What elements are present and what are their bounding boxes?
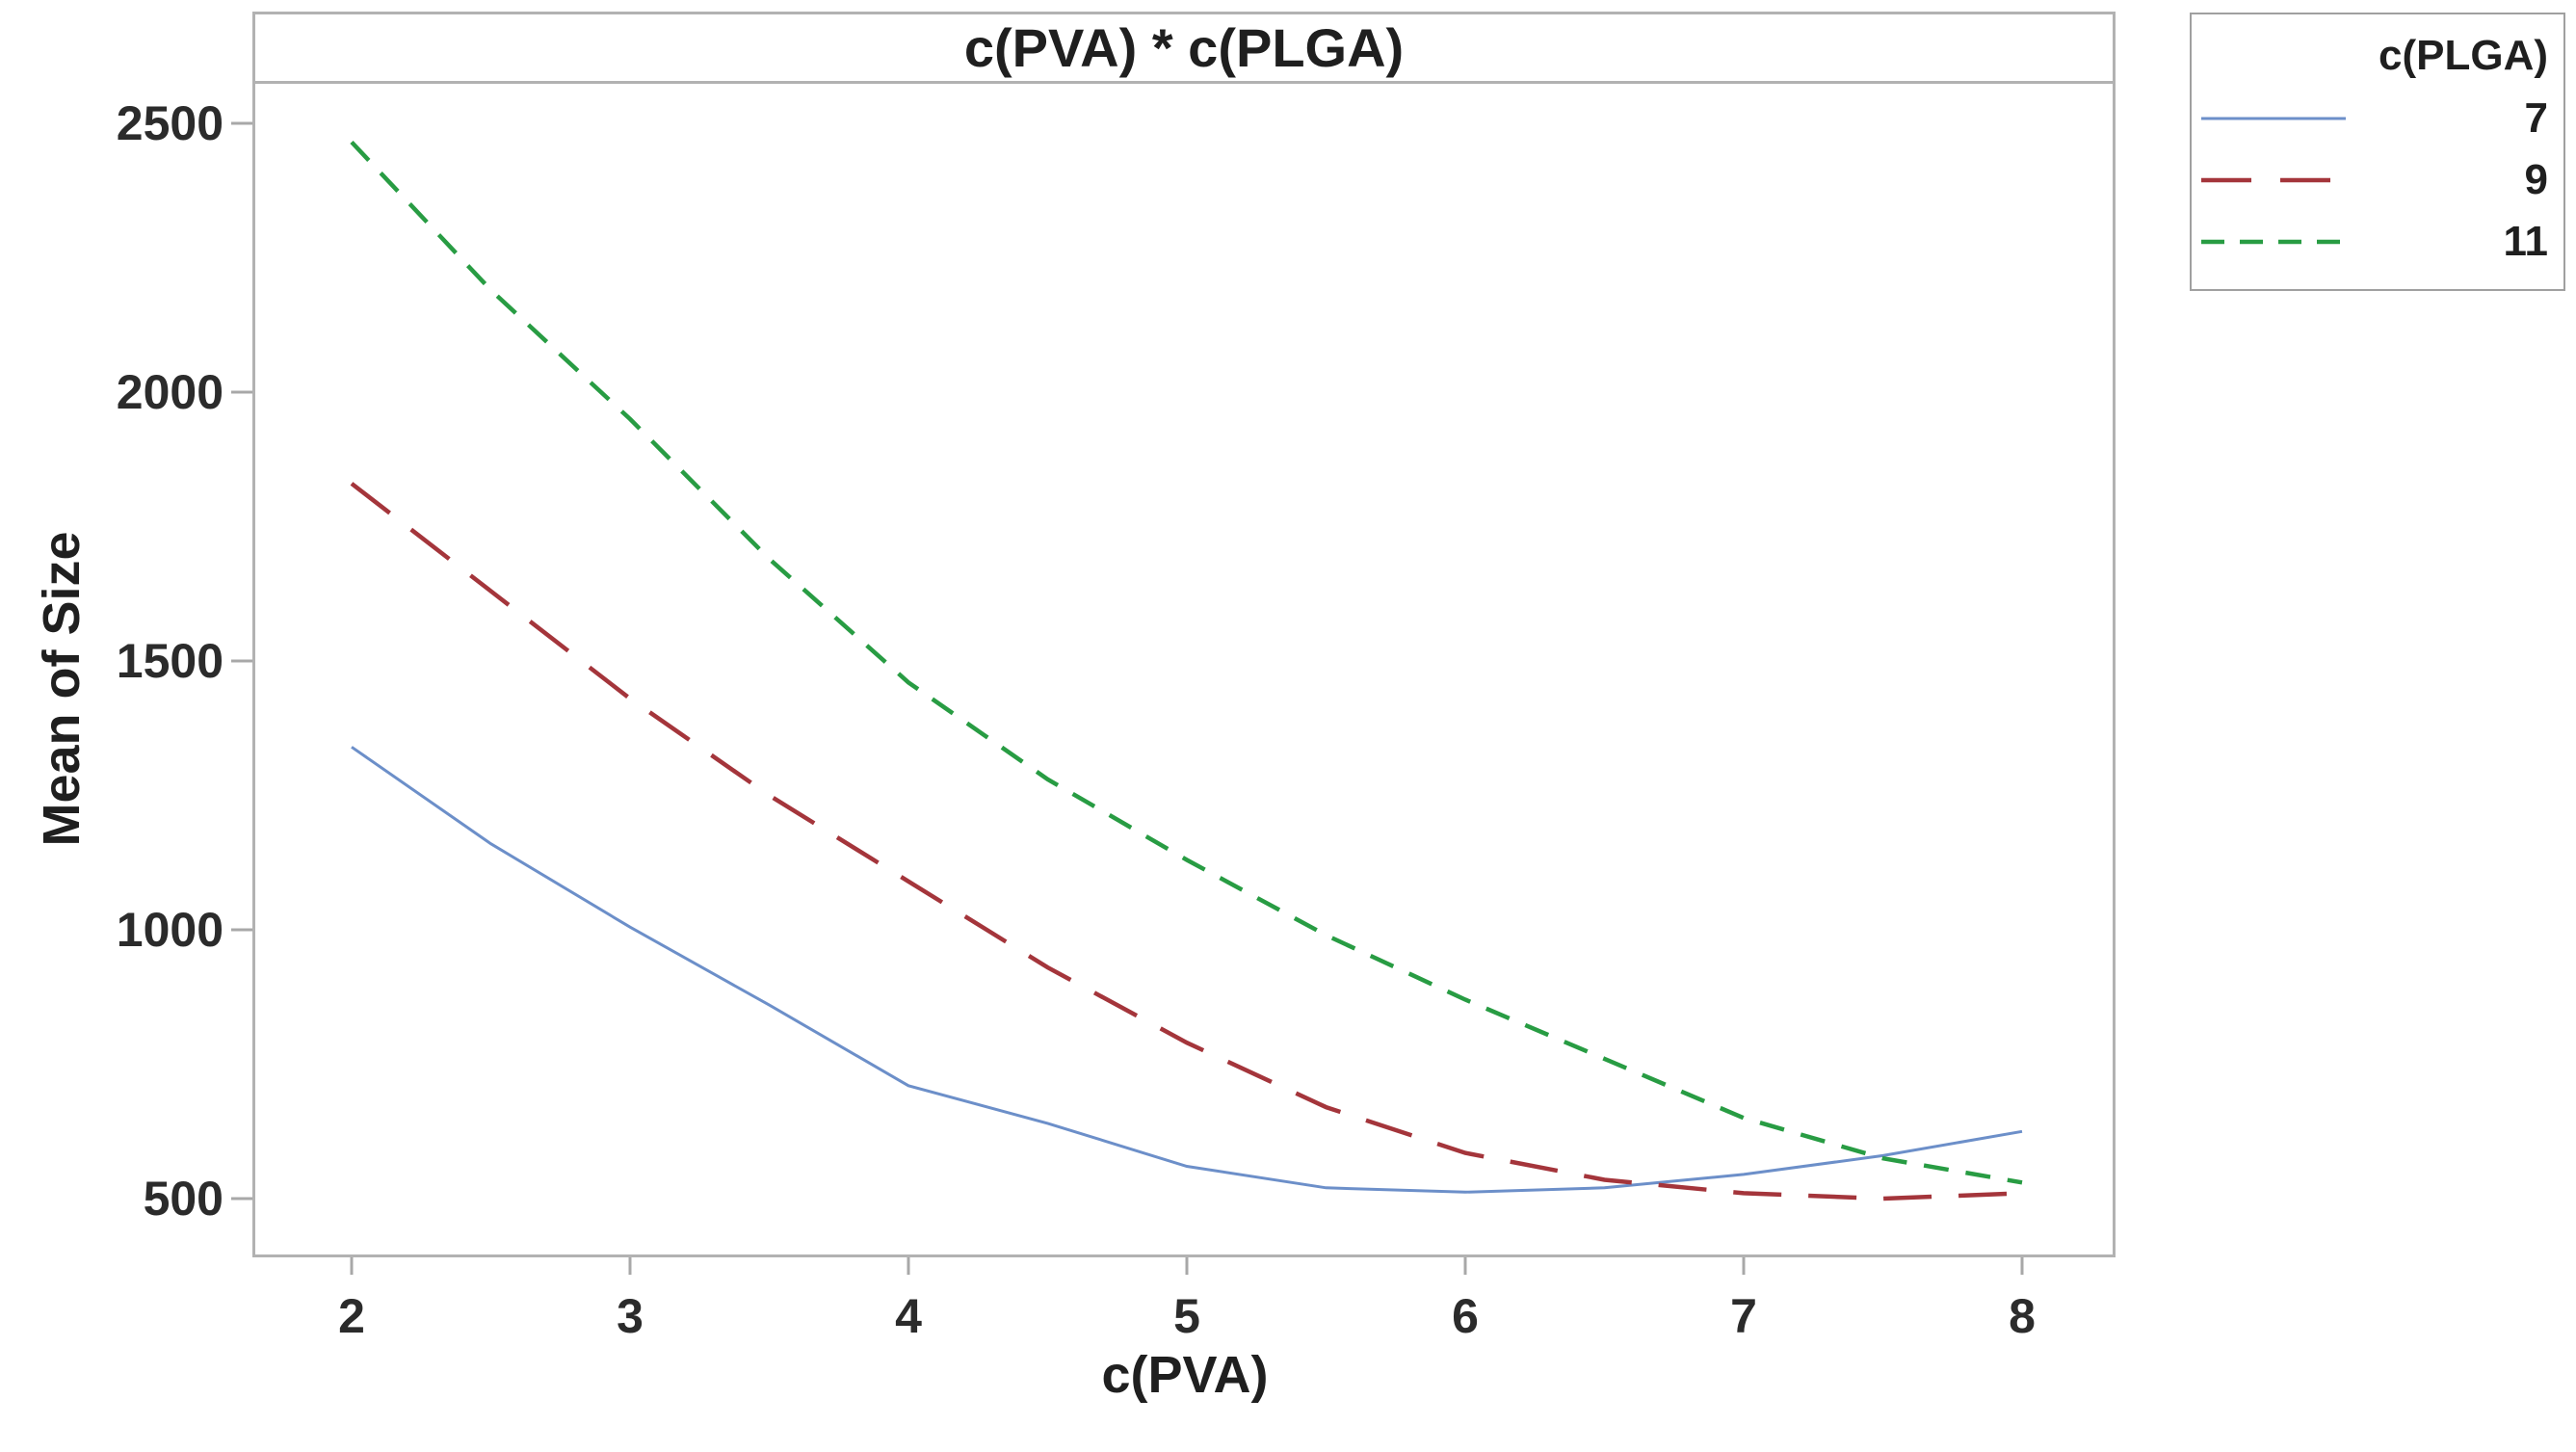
plot-title-band: c(PVA) * c(PLGA) [255,14,2113,84]
legend-entry-11: 11 [2201,211,2548,273]
legend-line-sample [2201,117,2346,120]
x-tick-label: 4 [895,1289,922,1343]
y-axis-label: Mean of Size [33,531,91,847]
y-tick-label: 1500 [116,634,223,688]
x-tick-label: 2 [338,1289,365,1343]
legend-entry-label: 9 [2524,156,2548,203]
legend-title: c(PLGA) [2379,32,2548,79]
legend-rows: 7 9 11 [2201,88,2548,273]
y-tick-label: 2000 [116,365,223,419]
plot-title: c(PVA) * c(PLGA) [963,17,1405,78]
x-tick-label: 7 [1730,1289,1757,1343]
x-tick-label: 8 [2009,1289,2036,1343]
legend-entry-label: 11 [2503,218,2548,265]
legend-entry-label: 7 [2524,94,2548,142]
y-tick-label: 2500 [116,96,223,150]
x-tick-label: 5 [1173,1289,1200,1343]
series-line-11 [350,140,2023,1185]
y-tick-label: 1000 [116,903,223,957]
legend-entry-7: 7 [2201,88,2548,149]
series-line-9 [350,482,2023,1201]
legend-entry-9: 9 [2201,149,2548,211]
series-line-7 [351,746,2023,1194]
legend-line-sample [2201,177,2346,183]
x-axis-label: c(PVA) [1101,1346,1269,1404]
x-tick-label: 3 [617,1289,644,1343]
y-tick-label: 500 [143,1172,223,1226]
legend-line-sample [2201,239,2346,245]
x-tick-label: 6 [1452,1289,1479,1343]
plot-frame: c(PVA) * c(PLGA) [252,12,2116,1257]
legend: c(PLGA) 7 9 11 [2190,13,2565,291]
